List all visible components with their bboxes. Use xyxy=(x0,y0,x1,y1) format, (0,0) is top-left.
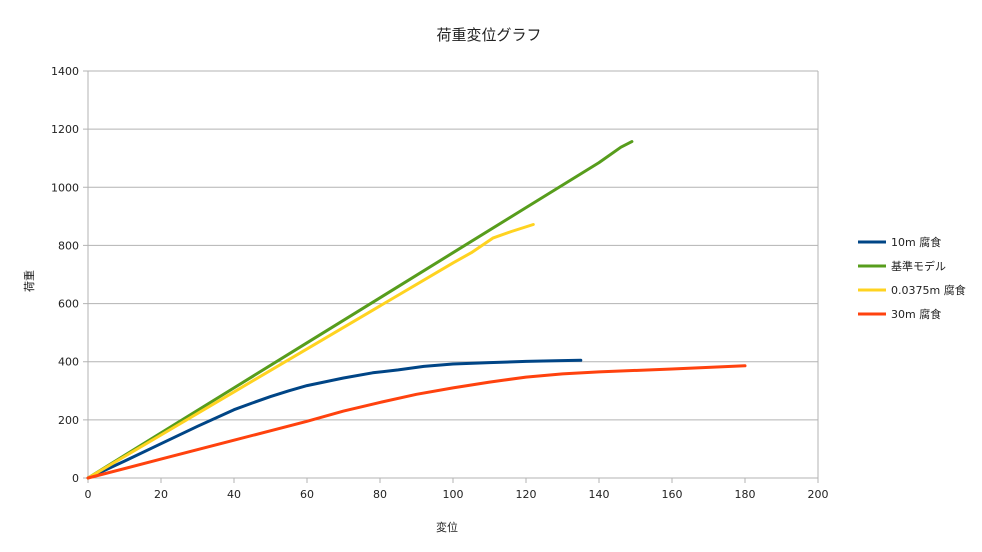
x-axis-label: 変位 xyxy=(436,520,458,534)
x-tick-label: 60 xyxy=(300,488,314,501)
legend-label-1: 10m 腐食 xyxy=(891,235,941,249)
chart-title: 荷重変位グラフ xyxy=(436,26,541,44)
legend-label-2: 基準モデル xyxy=(891,259,946,273)
y-tick-label: 400 xyxy=(58,356,79,369)
y-tick-label: 1200 xyxy=(51,123,79,136)
legend-label-3: 0.0375m 腐食 xyxy=(891,283,966,297)
axis-layer: 0 200 400 600 800 1000 1200 1400 0 20 40 60 80 100 120… xyxy=(51,65,829,501)
x-tick-label: 180 xyxy=(735,488,756,501)
x-tick-label: 20 xyxy=(154,488,168,501)
series-line-4 xyxy=(86,364,747,480)
x-tick-label: 160 xyxy=(662,488,683,501)
x-tick-label: 140 xyxy=(589,488,610,501)
y-axis-label: 荷重 xyxy=(22,270,36,292)
series-layer xyxy=(86,140,747,480)
x-tick-label: 200 xyxy=(808,488,829,501)
y-tick-label: 200 xyxy=(58,414,79,427)
y-tick-label: 1400 xyxy=(51,65,79,78)
x-tick-label: 120 xyxy=(516,488,537,501)
y-tick-label: 800 xyxy=(58,239,79,252)
legend-label-4: 30m 腐食 xyxy=(891,307,941,321)
grid-layer xyxy=(83,70,819,479)
y-tick-label: 600 xyxy=(58,298,79,311)
series-line-2 xyxy=(86,140,634,480)
x-tick-label: 100 xyxy=(443,488,464,501)
series-line-1 xyxy=(86,358,583,480)
y-tick-label: 0 xyxy=(72,472,79,485)
series-line-3 xyxy=(86,223,535,480)
x-tick-label: 0 xyxy=(85,488,92,501)
x-tick-label: 40 xyxy=(227,488,241,501)
y-tick-label: 1000 xyxy=(51,181,79,194)
x-tick-label: 80 xyxy=(373,488,387,501)
